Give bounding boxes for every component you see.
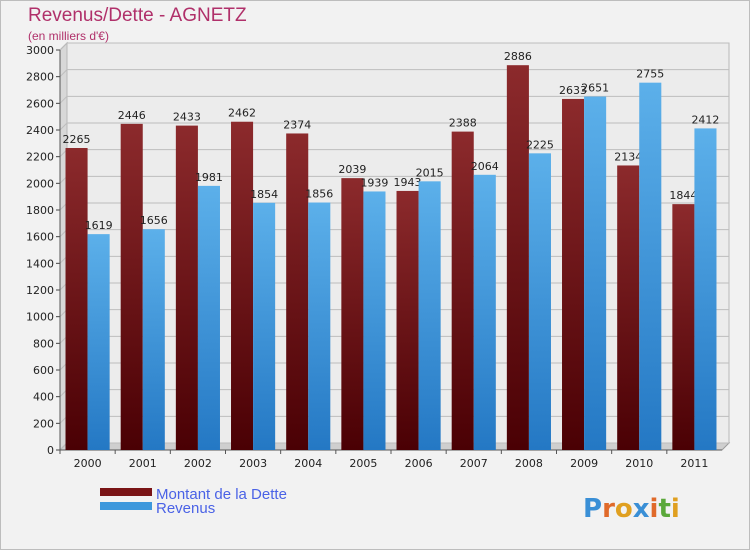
x-tick-label: 2008 — [515, 457, 543, 470]
legend-label: Montant de la Dette — [156, 486, 287, 503]
y-tick-label: 200 — [33, 417, 54, 430]
bar — [506, 65, 529, 450]
x-tick-label: 2009 — [570, 457, 598, 470]
data-label: 2265 — [63, 133, 91, 146]
data-label: 2225 — [526, 138, 554, 151]
data-label: 2633 — [559, 84, 587, 97]
bar — [528, 153, 551, 451]
data-label: 2388 — [449, 117, 477, 130]
data-label: 2015 — [416, 166, 444, 179]
y-tick-label: 2600 — [26, 97, 54, 110]
bar — [341, 178, 364, 450]
y-tick-label: 1000 — [26, 311, 54, 324]
legend-label: Revenus — [156, 500, 215, 517]
bar — [120, 123, 143, 450]
y-tick-label: 2400 — [26, 124, 54, 137]
bar — [231, 121, 254, 450]
x-tick-label: 2005 — [349, 457, 377, 470]
data-label: 2433 — [173, 111, 201, 124]
data-label: 2651 — [581, 82, 609, 95]
bar — [473, 174, 496, 451]
data-label: 2755 — [636, 68, 664, 81]
y-tick-label: 1400 — [26, 257, 54, 270]
y-tick-label: 400 — [33, 391, 54, 404]
data-label: 1943 — [394, 176, 422, 189]
bar — [65, 148, 88, 450]
bar — [363, 191, 386, 450]
x-tick-label: 2003 — [239, 457, 267, 470]
legend-swatch — [100, 488, 152, 496]
bar — [253, 202, 276, 450]
data-label: 2374 — [283, 118, 311, 131]
y-tick-label: 1600 — [26, 231, 54, 244]
x-tick-label: 2007 — [460, 457, 488, 470]
y-tick-label: 2200 — [26, 151, 54, 164]
x-tick-label: 2002 — [184, 457, 212, 470]
data-label: 2446 — [118, 109, 146, 122]
bar — [562, 98, 585, 450]
data-label: 1656 — [140, 214, 168, 227]
chart-title: Revenus/Dette - AGNETZ — [28, 5, 247, 26]
bar — [418, 181, 441, 451]
data-label: 2462 — [228, 107, 256, 120]
data-label: 1619 — [85, 219, 113, 232]
data-label: 1939 — [360, 176, 388, 189]
data-label: 2064 — [471, 160, 499, 173]
legend-swatch — [100, 502, 152, 510]
bar — [87, 234, 110, 450]
bar — [396, 190, 419, 450]
y-tick-label: 3000 — [26, 44, 54, 57]
bar — [197, 185, 220, 450]
x-tick-label: 2000 — [74, 457, 102, 470]
bar — [617, 165, 640, 450]
y-tick-label: 800 — [33, 337, 54, 350]
y-tick-label: 2800 — [26, 71, 54, 84]
x-tick-label: 2006 — [405, 457, 433, 470]
bar — [308, 202, 331, 450]
bar — [672, 204, 695, 450]
bar — [694, 128, 717, 450]
x-tick-label: 2011 — [680, 457, 708, 470]
x-tick-label: 2010 — [625, 457, 653, 470]
y-tick-label: 1800 — [26, 204, 54, 217]
bar — [639, 82, 662, 451]
data-label: 1981 — [195, 171, 223, 184]
y-tick-label: 600 — [33, 364, 54, 377]
data-label: 2134 — [614, 150, 642, 163]
gridline — [59, 42, 729, 51]
bar — [175, 125, 198, 450]
x-tick-label: 2004 — [294, 457, 322, 470]
proxiti-logo: Proxiti — [583, 494, 680, 524]
data-label: 1844 — [669, 189, 697, 202]
y-tick-label: 2000 — [26, 177, 54, 190]
y-tick-label: 1200 — [26, 284, 54, 297]
y-tick-label: 0 — [47, 444, 54, 457]
data-label: 2886 — [504, 50, 532, 63]
bar — [142, 229, 165, 450]
data-label: 2412 — [691, 113, 719, 126]
x-tick-label: 2001 — [129, 457, 157, 470]
data-label: 2039 — [338, 163, 366, 176]
bar — [584, 96, 607, 451]
bar — [451, 131, 474, 450]
data-label: 1856 — [305, 188, 333, 201]
chart-subtitle: (en milliers d'€) — [28, 29, 109, 43]
bar — [286, 133, 309, 450]
data-label: 1854 — [250, 188, 278, 201]
